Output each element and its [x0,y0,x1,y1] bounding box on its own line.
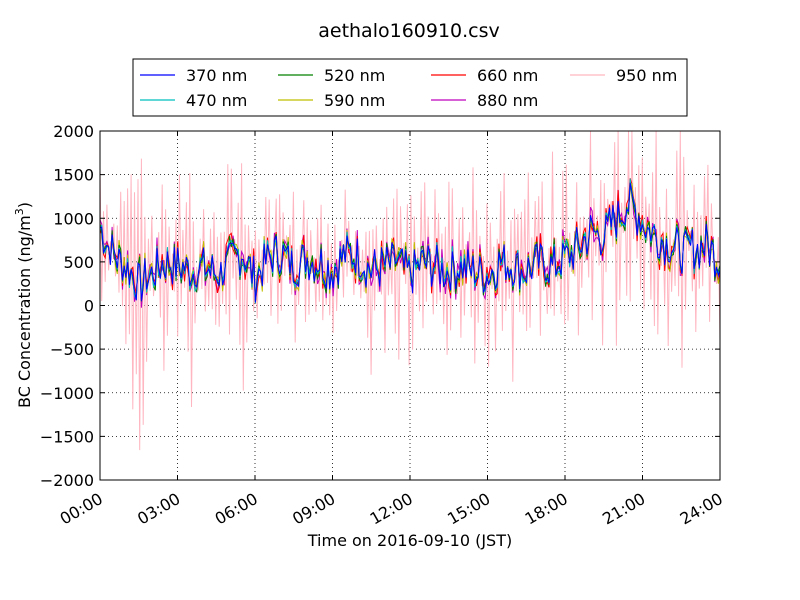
x-tick-label: 09:00 [289,489,338,529]
y-tick-label: 0 [84,297,94,316]
legend-label: 470 nm [186,91,247,110]
y-axis-title: BC Concentration (ng/m3) [13,202,34,408]
x-tick-label: 15:00 [444,489,493,529]
y-tick-label: 2000 [53,122,94,141]
series-line-370nm [99,182,721,303]
x-tick-label: 03:00 [134,489,183,529]
x-tick-label: 00:00 [57,489,106,529]
y-tick-label: −500 [50,340,94,359]
x-tick-label: 06:00 [212,489,261,529]
chart-title: aethalo160910.csv [318,20,500,42]
legend-label: 660 nm [477,66,538,85]
y-axis-title-main: BC Concentration (ng/m [15,215,34,408]
y-axis-title-close: ) [15,202,34,208]
legend: 370 nm 470 nm 520 nm 590 nm 660 nm 880 nm 950 … [132,58,688,117]
y-axis-title-sup: 3 [13,208,26,215]
y-tick-label: −1500 [40,427,94,446]
legend-label: 370 nm [186,66,247,85]
legend-label: 590 nm [324,91,385,110]
legend-frame [132,58,688,117]
y-tick-label: −2000 [40,471,94,490]
x-tick-label: 18:00 [522,489,571,529]
y-tick-label: 500 [63,253,94,272]
x-axis-title: Time on 2016-09-10 (JST) [307,531,512,550]
series-line-950nm [99,130,721,451]
series-lines [99,130,721,451]
y-tick-label: 1500 [53,166,94,185]
y-tick-label: −1000 [40,384,94,403]
x-tick-label: 21:00 [599,489,648,529]
legend-label: 880 nm [477,91,538,110]
plot-frame [99,130,721,481]
legend-label: 520 nm [324,66,385,85]
y-tick-label: 1000 [53,209,94,228]
x-tick-label: 12:00 [367,489,416,529]
x-tick-label: 24:00 [677,489,726,529]
legend-label: 950 nm [616,66,677,85]
